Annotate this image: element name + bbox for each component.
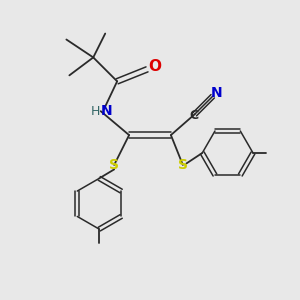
Text: S: S bbox=[178, 158, 188, 172]
Text: N: N bbox=[211, 86, 222, 100]
Text: N: N bbox=[100, 104, 112, 118]
Text: H: H bbox=[91, 105, 100, 118]
Text: S: S bbox=[109, 158, 119, 172]
Text: C: C bbox=[189, 109, 199, 122]
Text: O: O bbox=[148, 59, 161, 74]
